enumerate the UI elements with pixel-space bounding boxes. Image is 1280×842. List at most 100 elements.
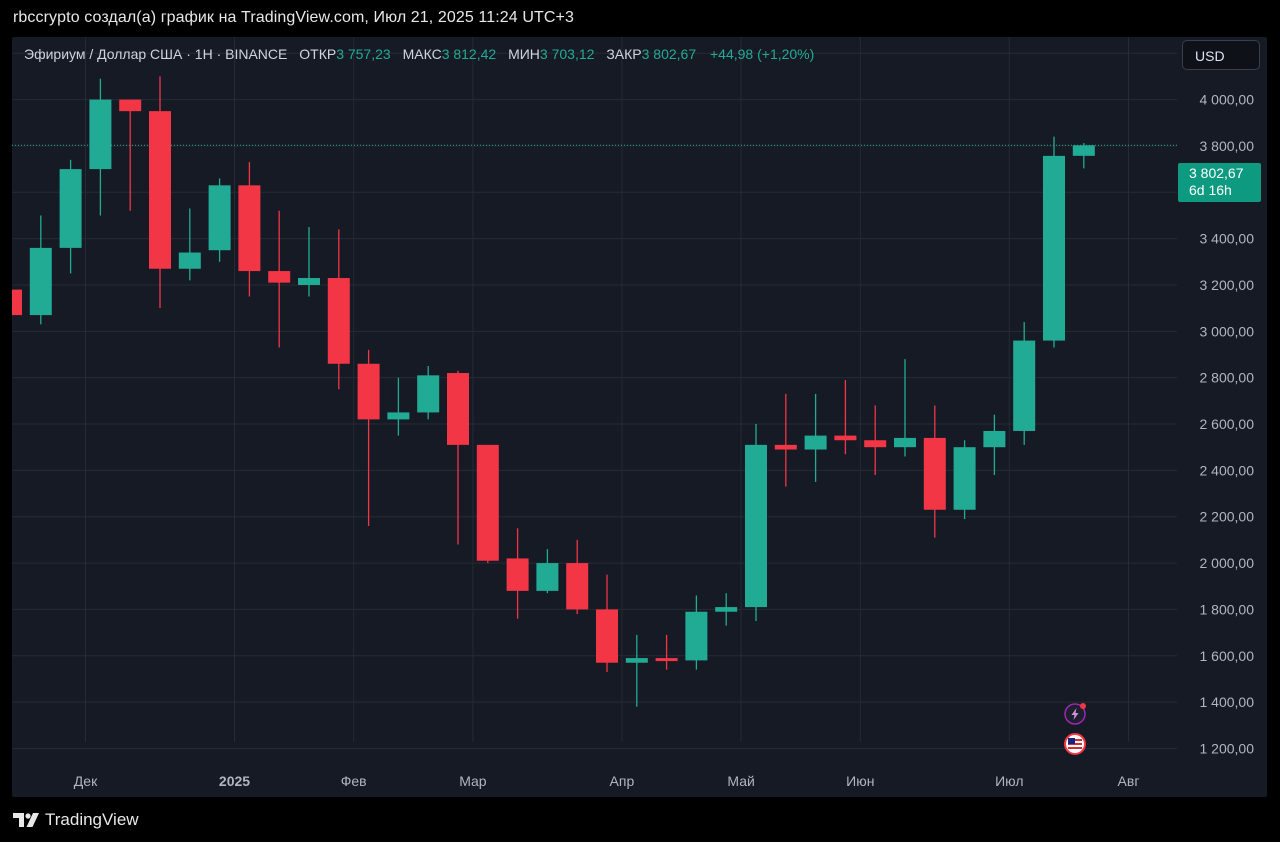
candlestick-chart[interactable]: 1 200,00 1 400,00 1 600,00 1 800,00 2 000,00… bbox=[12, 37, 1267, 797]
price-tick-label: 1 600,00 bbox=[1200, 648, 1255, 664]
candle-body bbox=[476, 444, 499, 561]
candle-body bbox=[536, 563, 559, 591]
change-value: +44,98 (+1,20%) bbox=[710, 46, 815, 62]
price-tick-label: 1 800,00 bbox=[1200, 601, 1255, 617]
candle-body bbox=[447, 373, 469, 445]
candle-body bbox=[268, 271, 291, 283]
last-price-value: 3 802,67 bbox=[1189, 165, 1244, 181]
bar-countdown: 6d 16h bbox=[1189, 182, 1232, 198]
candle-body bbox=[387, 412, 410, 420]
candle-body bbox=[596, 609, 618, 663]
price-tick-label: 3 200,00 bbox=[1200, 277, 1255, 293]
symbol-name: Эфириум / Доллар США · 1Н · BINANCE bbox=[24, 46, 288, 62]
candle bbox=[566, 539, 589, 615]
time-tick-label: Май bbox=[727, 773, 754, 789]
price-tick-label: 2 800,00 bbox=[1200, 370, 1255, 386]
time-tick-label: Июл bbox=[995, 773, 1023, 789]
candle bbox=[596, 574, 618, 672]
candle bbox=[149, 76, 171, 309]
candle-body bbox=[178, 252, 201, 269]
candle bbox=[268, 210, 291, 348]
price-axis: 1 200,00 1 400,00 1 600,00 1 800,00 2 000,00… bbox=[1200, 45, 1255, 756]
candle bbox=[119, 99, 142, 211]
candles bbox=[12, 76, 1095, 707]
candle bbox=[59, 159, 82, 274]
close-label: ЗАКР bbox=[606, 46, 642, 62]
low-label: МИН bbox=[508, 46, 540, 62]
candle bbox=[923, 405, 946, 538]
currency-button[interactable]: USD bbox=[1182, 40, 1260, 70]
candle-body bbox=[774, 444, 797, 450]
chart-caption: rbccrypto создал(а) график на TradingVie… bbox=[13, 9, 574, 26]
candle bbox=[476, 444, 499, 564]
candle-body bbox=[923, 437, 946, 510]
candle bbox=[178, 208, 201, 281]
time-tick-label: Фев bbox=[341, 773, 367, 789]
candle-body bbox=[894, 437, 916, 448]
candle bbox=[745, 424, 767, 621]
candle bbox=[1043, 136, 1065, 348]
candle bbox=[298, 227, 320, 297]
low-value: 3 703,12 bbox=[539, 46, 595, 62]
candle bbox=[774, 393, 797, 487]
candle bbox=[357, 349, 380, 526]
candle-body bbox=[655, 658, 678, 662]
candle-body bbox=[1072, 145, 1095, 156]
candle-body bbox=[327, 278, 350, 364]
candle bbox=[12, 289, 22, 316]
tradingview-brand: TradingView bbox=[45, 810, 139, 829]
candle-body bbox=[625, 658, 648, 663]
candle-body bbox=[12, 289, 22, 316]
price-tick-label: 3 000,00 bbox=[1200, 323, 1255, 339]
tradingview-footer[interactable]: TradingView bbox=[13, 810, 139, 830]
candle-body bbox=[238, 185, 261, 272]
candle-body bbox=[983, 430, 1006, 448]
price-tick-label: 1 200,00 bbox=[1200, 740, 1255, 756]
high-value: 3 812,42 bbox=[441, 46, 497, 62]
candle bbox=[447, 370, 469, 545]
open-label: ОТКР bbox=[299, 46, 337, 62]
price-tick-label: 2 400,00 bbox=[1200, 462, 1255, 478]
open-value: 3 757,23 bbox=[336, 46, 391, 62]
candle-body bbox=[834, 435, 857, 441]
high-label: МАКС bbox=[402, 46, 442, 62]
candle-body bbox=[298, 278, 320, 285]
candle bbox=[1072, 143, 1095, 169]
candle bbox=[387, 377, 410, 436]
candle-body bbox=[506, 558, 529, 591]
time-tick-label: 2025 bbox=[219, 773, 250, 789]
chart-panel[interactable]: 1 200,00 1 400,00 1 600,00 1 800,00 2 000,00… bbox=[12, 37, 1267, 797]
candle bbox=[238, 162, 261, 297]
candle bbox=[685, 595, 708, 670]
price-tick-label: 2 600,00 bbox=[1200, 416, 1255, 432]
candle bbox=[89, 78, 112, 216]
grid bbox=[12, 37, 1177, 749]
candle-body bbox=[864, 440, 887, 448]
candle bbox=[417, 366, 440, 420]
price-tick-label: 2 200,00 bbox=[1200, 509, 1255, 525]
candle bbox=[894, 359, 916, 457]
candle-body bbox=[29, 247, 52, 316]
time-axis: Дек 2025 Фев Мар Апр Май Июн Июл Авг bbox=[74, 773, 1140, 789]
time-tick-label: Апр bbox=[610, 773, 635, 789]
candle-body bbox=[745, 444, 767, 608]
price-tick-label: 3 400,00 bbox=[1200, 231, 1255, 247]
candle-body bbox=[89, 99, 112, 170]
candle bbox=[625, 634, 648, 707]
candle bbox=[536, 549, 559, 594]
tradingview-logo-icon bbox=[13, 813, 39, 827]
candle-body bbox=[208, 185, 231, 251]
candle-body bbox=[1013, 340, 1036, 431]
candle bbox=[983, 414, 1006, 475]
time-tick-label: Июн bbox=[846, 773, 874, 789]
us-flag-icon[interactable] bbox=[1064, 733, 1086, 755]
candle bbox=[715, 593, 738, 626]
candle bbox=[834, 379, 857, 455]
lightning-icon[interactable] bbox=[1064, 703, 1086, 725]
candle-body bbox=[953, 447, 976, 510]
candle-body bbox=[685, 611, 708, 661]
candle bbox=[804, 393, 827, 482]
candle-body bbox=[149, 111, 171, 269]
candle bbox=[327, 229, 350, 390]
symbol-legend: Эфириум / Доллар США · 1Н · BINANCE ОТКР… bbox=[24, 46, 814, 62]
